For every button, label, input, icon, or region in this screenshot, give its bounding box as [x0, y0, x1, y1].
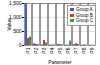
svg-text:500: 500 [13, 28, 22, 34]
svg-text:P6: P6 [65, 47, 71, 53]
svg-text:P7: P7 [73, 47, 79, 53]
svg-text:P3: P3 [41, 47, 47, 53]
html-text:Group C: Group C [76, 18, 93, 23]
svg-text:P1: P1 [25, 47, 31, 53]
svg-text:P5: P5 [57, 47, 63, 53]
svg-text:1,000: 1,000 [9, 14, 22, 21]
svg-text:P8: P8 [81, 47, 87, 53]
svg-text:P2: P2 [33, 47, 39, 53]
svg-text:Parameter: Parameter [48, 59, 72, 65]
svg-text:Value: Value [6, 18, 12, 31]
html-text:Group B: Group B [76, 12, 93, 18]
svg-text:P4: P4 [49, 47, 55, 53]
svg-text:P9: P9 [89, 47, 95, 53]
svg-text:0: 0 [19, 42, 22, 48]
html-text:Group A: Group A [76, 7, 93, 12]
svg-text:1,500: 1,500 [9, 0, 22, 6]
